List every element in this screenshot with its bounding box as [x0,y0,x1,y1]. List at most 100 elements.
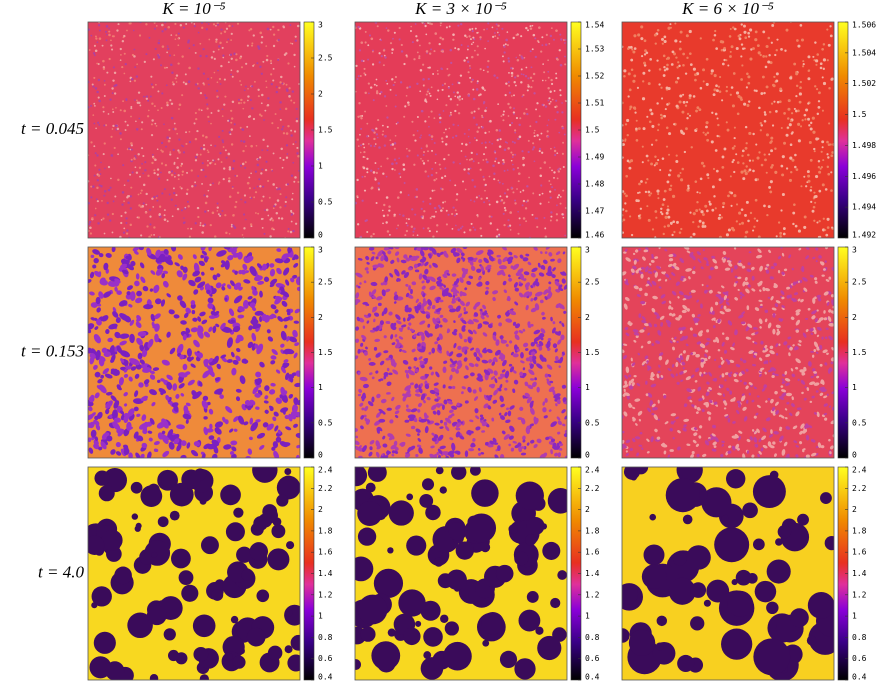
domain [221,286,226,291]
speckle [197,215,200,219]
domain [119,333,130,339]
domain [498,322,502,327]
speckle [829,25,832,28]
speckle [813,219,816,222]
domain [675,416,679,420]
speckle [188,130,191,133]
domain [429,285,436,291]
domain [697,408,701,411]
domain [555,251,561,255]
speckle [519,224,521,226]
speckle [498,129,501,132]
speckle [157,90,160,93]
domain [492,399,498,404]
domain [734,275,738,279]
speckle [427,22,430,24]
domain [762,347,766,351]
speckle [516,74,520,78]
speckle [549,183,552,186]
domain [455,422,462,428]
speckle [741,154,744,158]
speckle [120,54,122,56]
domain [512,388,516,394]
domain [498,265,507,270]
speckle [765,44,769,49]
domain [247,401,253,408]
domain [461,319,467,325]
speckle [240,66,244,69]
speckle [696,201,699,204]
domain [90,394,95,399]
domain [146,247,152,256]
speckle [228,177,231,180]
speckle [475,139,478,142]
speckle [429,22,432,25]
speckle [556,111,559,114]
domain [143,303,154,310]
speckle [668,153,671,156]
speckle [444,175,447,178]
panel: 00.511.522.53 [354,246,600,460]
domain [623,343,628,346]
domain [427,323,431,328]
speckle [735,220,738,223]
speckle [821,76,824,79]
speckle [204,201,208,205]
domain [355,326,360,331]
speckle [357,25,360,29]
speckle [435,171,438,174]
speckle [537,41,540,43]
speckle [688,114,692,117]
domain [558,447,563,451]
speckle [249,223,253,226]
speckle [388,233,391,236]
speckle [763,91,766,95]
domain [157,379,161,383]
domain [137,352,143,360]
speckle [370,37,374,41]
domain [478,387,482,393]
domain [627,320,631,325]
speckle [546,124,549,127]
speckle [496,28,498,30]
domain [708,275,712,279]
speckle [473,200,476,203]
speckle [441,50,445,53]
domain [469,372,475,377]
domain [372,281,377,286]
speckle [427,159,430,162]
domain [451,367,456,373]
speckle [270,82,274,86]
domain [116,290,122,295]
domain [421,301,428,307]
speckle [738,222,742,226]
speckle [375,78,378,81]
speckle [420,207,423,211]
speckle [456,91,459,94]
domain [760,303,763,307]
speckle [201,134,205,137]
domain [359,376,368,382]
speckle [479,36,482,39]
speckle [210,161,213,164]
domain [705,263,710,267]
domain [374,312,380,317]
domain [135,321,142,328]
domain [133,250,139,255]
speckle [625,209,628,213]
speckle [524,207,528,210]
speckle [667,173,671,177]
speckle [394,75,398,79]
speckle [212,50,215,53]
speckle [500,115,503,118]
domain [643,323,649,327]
domain [751,266,755,271]
speckle [295,117,298,120]
speckle [290,209,293,213]
speckle [114,195,117,198]
domain [637,410,643,416]
domain [640,273,644,279]
speckle [714,207,717,210]
domain [484,310,488,314]
domain [365,256,370,261]
